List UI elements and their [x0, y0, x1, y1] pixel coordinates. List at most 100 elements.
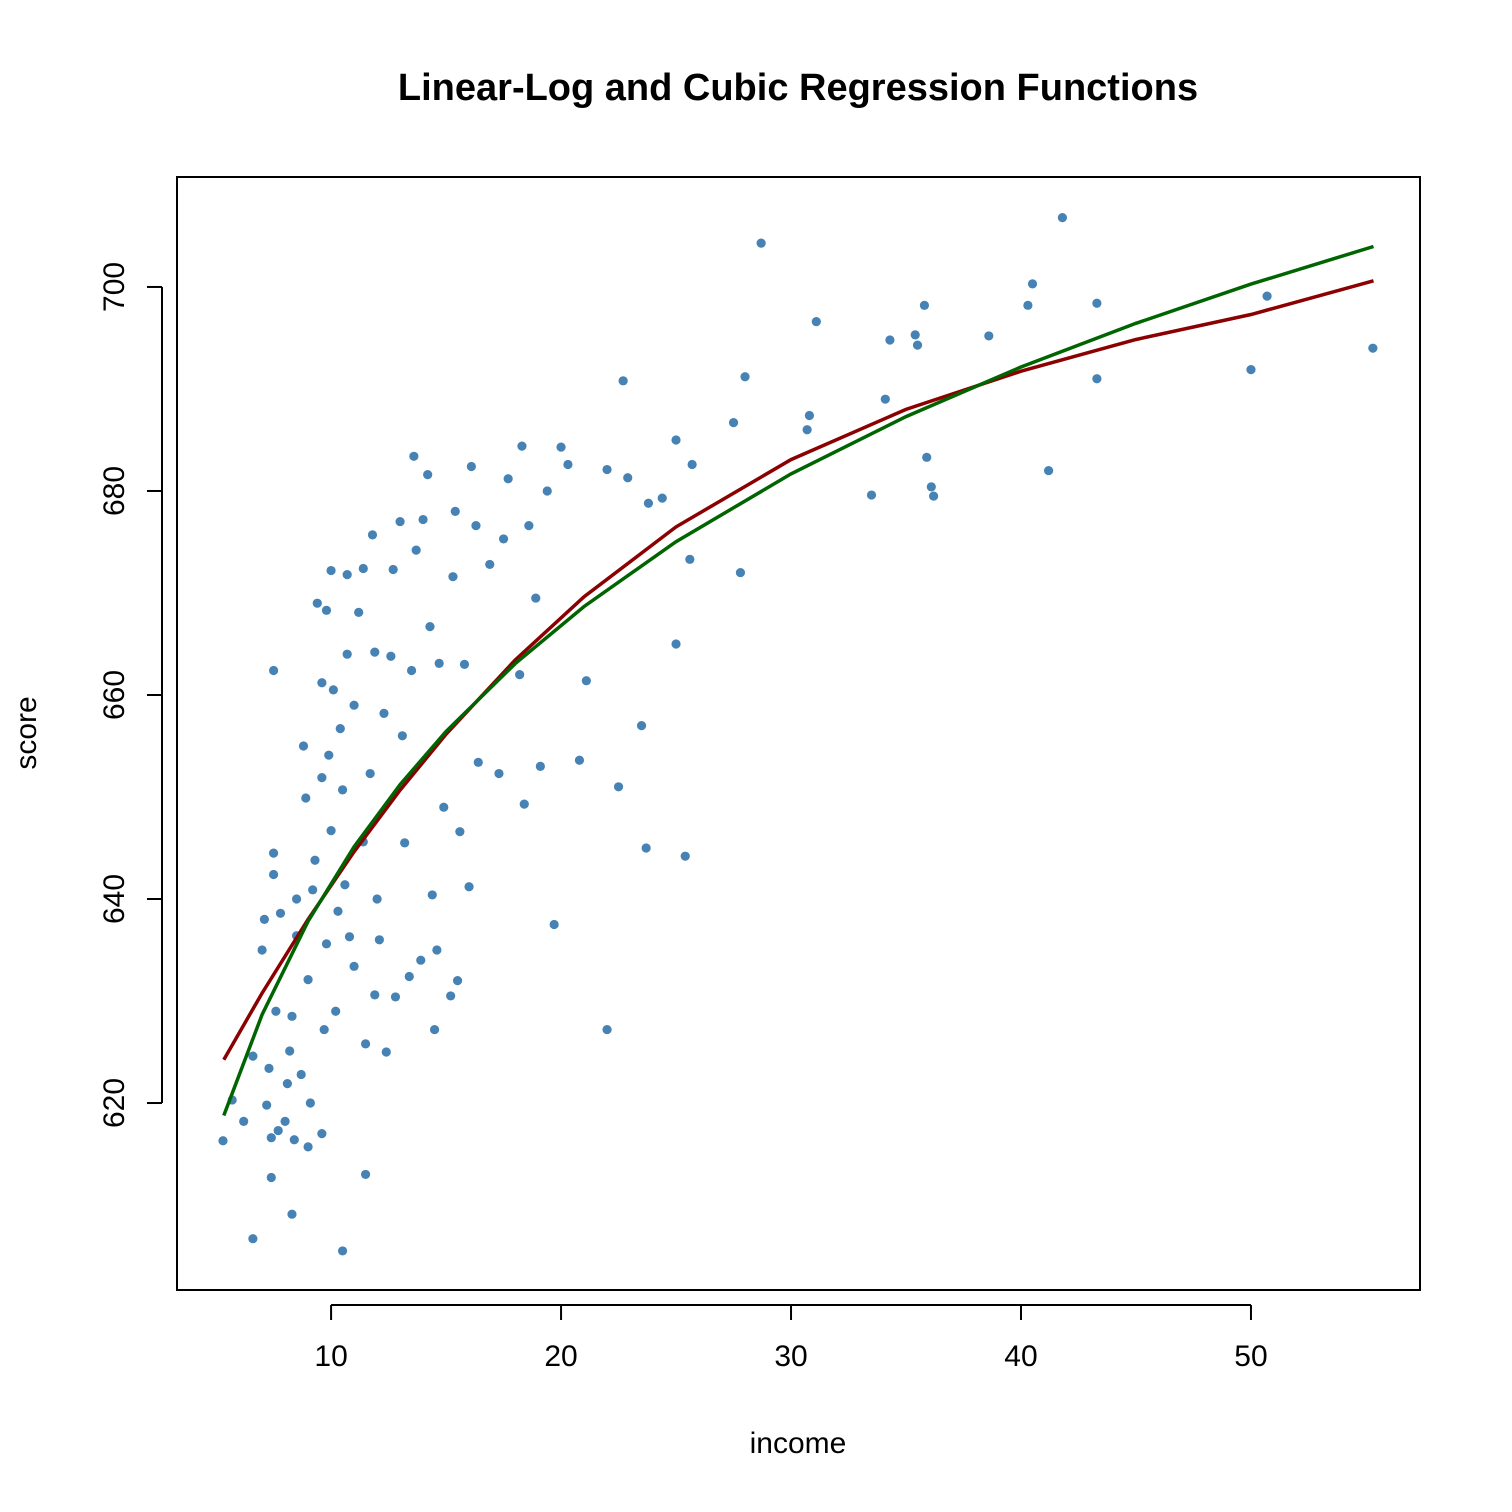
- point: [1246, 364, 1256, 375]
- point: [248, 1051, 258, 1061]
- point: [1262, 291, 1272, 301]
- point: [515, 669, 525, 680]
- point: [671, 639, 681, 649]
- point: [367, 530, 378, 540]
- point: [618, 376, 628, 386]
- point: [574, 755, 585, 765]
- point: [360, 1039, 371, 1049]
- x-tick-label: 20: [544, 1340, 577, 1373]
- point: [268, 848, 279, 858]
- point: [390, 992, 401, 1002]
- point: [370, 647, 380, 657]
- point: [400, 838, 410, 848]
- point: [524, 521, 534, 531]
- point: [531, 593, 541, 603]
- point: [386, 651, 396, 661]
- point: [613, 782, 624, 792]
- point: [301, 793, 311, 803]
- point: [287, 1011, 297, 1021]
- point: [452, 976, 463, 986]
- point: [473, 757, 483, 767]
- point: [602, 1024, 612, 1035]
- point: [519, 799, 529, 809]
- point: [503, 474, 513, 484]
- point: [331, 1006, 341, 1016]
- point: [450, 506, 460, 516]
- y-axis-label: score: [10, 696, 43, 769]
- point: [1027, 279, 1038, 289]
- point: [344, 932, 355, 942]
- point: [271, 1006, 281, 1016]
- point: [922, 452, 932, 462]
- y-tick-label: 660: [98, 670, 131, 720]
- point: [735, 567, 746, 578]
- point: [298, 741, 309, 751]
- x-axis-label: income: [750, 1427, 847, 1460]
- point: [404, 971, 414, 982]
- point: [379, 708, 389, 718]
- point: [372, 894, 382, 904]
- point: [425, 622, 435, 632]
- point: [423, 470, 433, 480]
- point: [285, 1046, 295, 1056]
- point: [416, 955, 426, 965]
- point: [337, 1246, 348, 1256]
- y-tick-label: 640: [98, 874, 131, 924]
- point: [802, 425, 812, 435]
- point: [328, 685, 338, 695]
- point: [409, 451, 419, 461]
- plot-frame: [176, 176, 1421, 1291]
- point: [929, 491, 939, 501]
- point: [466, 461, 476, 472]
- point: [239, 1116, 249, 1126]
- point: [602, 464, 612, 475]
- regression-line: [222, 244, 1375, 1117]
- point: [218, 1136, 228, 1146]
- point: [381, 1047, 391, 1057]
- point: [926, 482, 936, 492]
- point: [498, 534, 509, 544]
- point: [289, 1135, 299, 1145]
- point: [335, 724, 345, 734]
- point: [262, 1100, 272, 1110]
- point: [275, 908, 286, 918]
- point: [535, 761, 545, 771]
- point: [268, 665, 279, 676]
- point: [984, 331, 994, 341]
- point: [280, 1116, 290, 1126]
- x-tick-label: 40: [1004, 1340, 1037, 1373]
- point: [885, 335, 895, 345]
- point: [317, 1129, 327, 1139]
- point: [1368, 343, 1378, 353]
- point: [326, 826, 336, 836]
- point: [303, 1142, 313, 1152]
- point: [740, 372, 750, 382]
- point: [266, 1172, 276, 1183]
- point: [1057, 212, 1067, 223]
- point: [411, 545, 421, 555]
- point: [1023, 300, 1033, 310]
- point: [1092, 374, 1102, 384]
- point: [321, 939, 332, 949]
- point: [310, 855, 320, 865]
- point: [680, 851, 690, 861]
- point: [756, 238, 766, 248]
- point: [623, 473, 633, 483]
- point: [305, 1098, 315, 1108]
- point: [641, 843, 651, 853]
- point: [1043, 465, 1054, 476]
- x-tick-label: 30: [774, 1340, 807, 1373]
- point: [370, 990, 380, 1000]
- point: [464, 882, 474, 892]
- chart-title: Linear-Log and Cubic Regression Function…: [398, 67, 1198, 109]
- point: [395, 516, 405, 527]
- point: [308, 885, 318, 895]
- point: [880, 394, 890, 404]
- point: [687, 459, 697, 470]
- point: [365, 768, 375, 779]
- point: [1092, 298, 1102, 308]
- point: [303, 974, 313, 985]
- point: [581, 676, 591, 686]
- point: [358, 563, 368, 574]
